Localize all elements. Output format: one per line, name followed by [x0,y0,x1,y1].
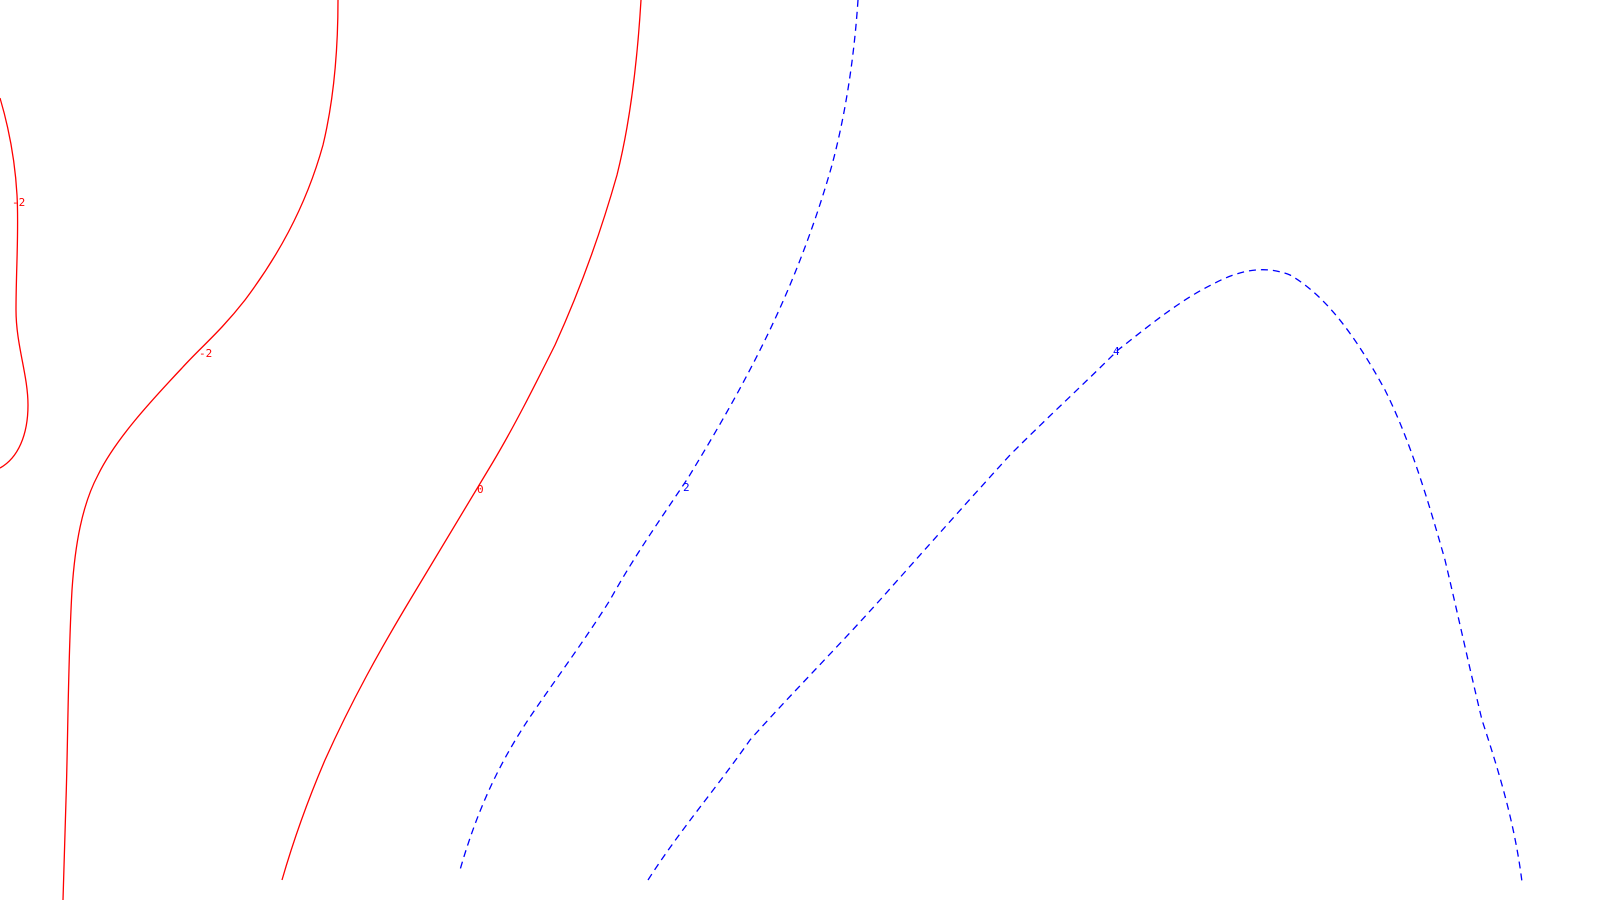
contour-label-pos2: 2 [683,481,690,494]
contour-label-neg2-left: -2 [12,196,25,209]
contour-line-zero [281,0,642,881]
contour-pos4: 4 [647,269,1523,883]
contour-label-neg2-mid: -2 [199,347,212,360]
contour-neg2-mid: -2 [62,0,339,900]
contour-label-pos4: 4 [1113,345,1120,358]
contour-label-zero: 0 [477,483,484,496]
contour-line-neg2-mid [62,0,339,900]
contour-neg2-left: -2 [0,97,29,469]
contour-line-neg2-left [0,97,29,469]
contour-zero: 0 [281,0,642,881]
contour-pos2: 2 [459,0,859,871]
contour-line-pos4 [647,269,1523,883]
